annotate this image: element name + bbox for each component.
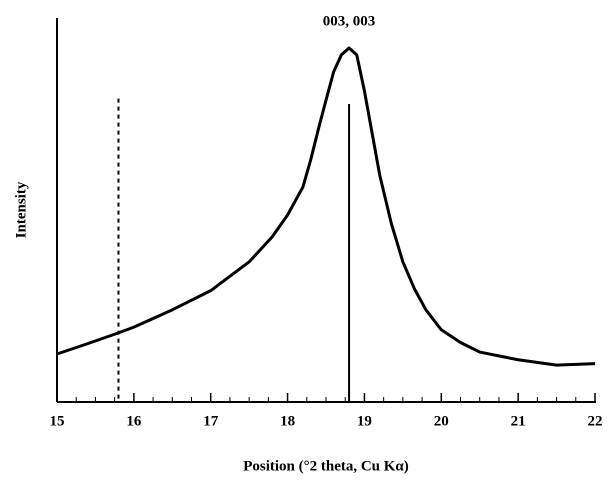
x-axis-label: Position (°2 theta, Cu Kα) <box>243 458 409 474</box>
x-tick-label: 15 <box>50 413 65 429</box>
x-tick-label: 22 <box>588 413 603 429</box>
x-tick-label: 21 <box>511 413 526 429</box>
x-tick-label: 16 <box>126 413 142 429</box>
y-axis-label: Intensity <box>13 181 29 238</box>
x-tick-label: 18 <box>280 413 295 429</box>
x-tick-label: 19 <box>357 413 372 429</box>
x-tick-label: 17 <box>203 413 219 429</box>
annotation: 003, 003 <box>323 13 376 29</box>
x-tick-label: 20 <box>434 413 449 429</box>
line <box>56 46 596 367</box>
